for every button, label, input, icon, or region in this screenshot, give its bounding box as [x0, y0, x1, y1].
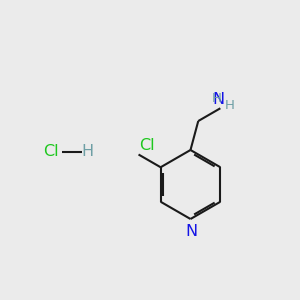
- Text: Cl: Cl: [140, 138, 155, 153]
- Text: Cl: Cl: [43, 144, 59, 159]
- Text: H: H: [224, 99, 234, 112]
- Text: N: N: [213, 92, 225, 107]
- Text: H: H: [212, 92, 222, 105]
- Text: N: N: [185, 224, 197, 239]
- Text: H: H: [81, 144, 93, 159]
